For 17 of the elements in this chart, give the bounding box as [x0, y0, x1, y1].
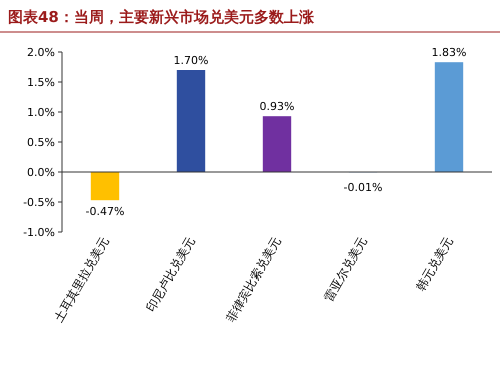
data-label: -0.01%: [344, 181, 382, 194]
y-tick-label: -1.0%: [23, 226, 55, 239]
y-tick-label: 1.0%: [27, 106, 55, 119]
y-tick-label: 1.5%: [27, 76, 55, 89]
x-tick-label: 雷亚尔兑美元: [321, 234, 370, 304]
chart-title: 图表48：当周，主要新兴市场兑美元多数上涨: [8, 8, 315, 26]
x-tick-label: 印尼卢比兑美元: [143, 234, 198, 314]
y-tick-label: -0.5%: [23, 196, 55, 209]
data-label: 0.93%: [260, 100, 294, 114]
x-tick-label: 韩元兑美元: [413, 234, 456, 294]
data-label: 1.83%: [432, 46, 466, 60]
y-tick-label: 0.5%: [27, 136, 55, 149]
x-tick-label: 菲律宾比索兑美元: [223, 234, 284, 325]
y-tick-label: 2.0%: [27, 46, 55, 59]
y-tick-label: 0.0%: [27, 166, 55, 179]
data-label: 1.70%: [174, 54, 208, 67]
data-label: -0.47%: [86, 205, 124, 218]
